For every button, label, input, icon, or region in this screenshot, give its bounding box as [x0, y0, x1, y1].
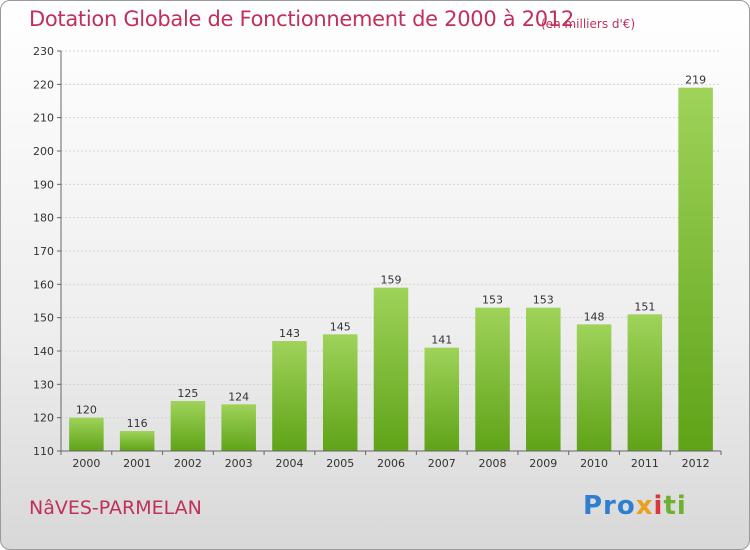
x-tick-label-2005: 2005 — [326, 457, 354, 470]
data-label-2011: 151 — [634, 300, 655, 313]
bars: 120 116 125 124 143 145 159 141 153 153 148 151 219 — [69, 74, 713, 452]
x-tick-label-2003: 2003 — [225, 457, 253, 470]
y-tick-label: 170 — [33, 245, 54, 258]
y-tick-label: 230 — [33, 45, 54, 58]
data-label-2000: 120 — [76, 404, 97, 417]
data-label-2010: 148 — [584, 310, 605, 323]
x-tick-label-2011: 2011 — [631, 457, 659, 470]
bar-2009 — [526, 307, 561, 451]
y-tick-label: 200 — [33, 145, 54, 158]
logo-part-2: x — [635, 491, 654, 521]
data-label-2002: 125 — [177, 387, 198, 400]
bar-2010 — [576, 324, 612, 451]
x-axis: 2000 2001 2002 2003 2004 2005 2006 2007 2008 2009… — [60, 450, 722, 470]
y-tick-label: 150 — [33, 312, 54, 325]
logo-part-3: i — [653, 491, 664, 521]
y-tick-label: 130 — [33, 378, 54, 391]
data-label-2006: 159 — [381, 274, 402, 287]
y-tick-label: 210 — [33, 112, 54, 125]
x-tick-label-2006: 2006 — [377, 457, 405, 470]
bar-2005 — [322, 334, 358, 451]
y-tick-label: 140 — [33, 345, 54, 358]
bar-2001 — [119, 431, 155, 451]
data-label-2008: 153 — [482, 294, 503, 307]
bar-2008 — [475, 307, 510, 451]
data-label-2012: 219 — [685, 74, 706, 87]
x-tick-label-2012: 2012 — [682, 457, 710, 470]
x-tick-label-2009: 2009 — [529, 457, 557, 470]
data-label-2007: 141 — [431, 334, 452, 347]
bar-2007 — [424, 347, 460, 451]
bar-2004 — [272, 341, 307, 451]
x-tick-label-2007: 2007 — [428, 457, 456, 470]
bar-2000 — [69, 417, 104, 451]
x-tick-label-2000: 2000 — [72, 457, 100, 470]
x-tick-label-2008: 2008 — [479, 457, 507, 470]
x-tick-label-2004: 2004 — [275, 457, 303, 470]
y-axis: 110 120 130 140 150 160 170 180 190 200 210 220 230 — [33, 45, 62, 458]
chart-subtitle: (en milliers d'€) — [541, 17, 636, 31]
y-tick-label: 180 — [33, 212, 54, 225]
x-tick-label-2010: 2010 — [580, 457, 608, 470]
bar-2006 — [373, 287, 409, 451]
bar-2002 — [170, 401, 206, 451]
bar-2003 — [221, 404, 256, 451]
y-tick-label: 190 — [33, 178, 54, 191]
bar-2012 — [678, 87, 713, 452]
y-tick-label: 160 — [33, 278, 54, 291]
commune-name: NâVES-PARMELAN — [29, 497, 202, 519]
chart-title: Dotation Globale de Fonctionnement de 20… — [29, 7, 574, 31]
y-tick-label: 220 — [33, 78, 54, 91]
bar-2011 — [627, 314, 663, 451]
data-label-2001: 116 — [127, 417, 148, 430]
x-tick-label-2001: 2001 — [123, 457, 151, 470]
logo-part-1: Pro — [583, 491, 636, 521]
data-label-2003: 124 — [228, 390, 249, 403]
data-label-2005: 145 — [330, 320, 351, 333]
data-label-2009: 153 — [533, 294, 554, 307]
x-tick-label-2002: 2002 — [174, 457, 202, 470]
y-tick-label: 110 — [33, 445, 54, 458]
proxiti-logo[interactable]: Proxiti — [583, 491, 687, 521]
logo-part-4: ti — [663, 491, 687, 521]
y-tick-label: 120 — [33, 412, 54, 425]
data-label-2004: 143 — [279, 327, 300, 340]
